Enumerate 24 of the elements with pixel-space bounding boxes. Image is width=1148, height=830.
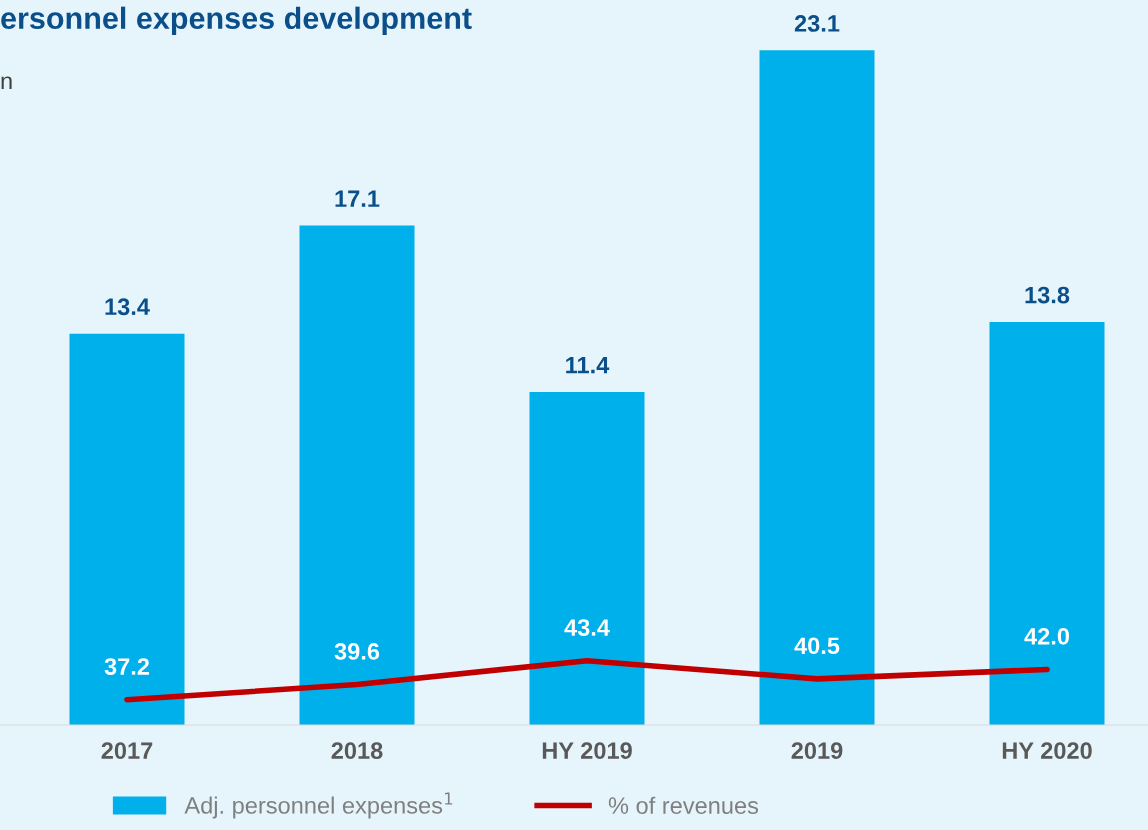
x-tick-label: HY 2019	[542, 742, 632, 760]
legend-label: Adj. personnel expenses$^{1}$	[184, 792, 453, 819]
annotation: n	[1, 76, 12, 90]
bar	[69, 333, 185, 725]
data-label: 39.6	[334, 643, 380, 660]
data-label: 43.4	[564, 619, 610, 636]
data-label: 40.5	[794, 637, 840, 655]
data-label: 23.1	[794, 15, 840, 32]
x-tick-label: 2019	[791, 742, 843, 760]
chart-title: ersonnel expenses development	[1, 6, 472, 36]
x-tick-label: 2018	[331, 742, 383, 760]
data-label: 13.8	[1025, 286, 1070, 304]
bar	[989, 321, 1105, 725]
data-label: 37.2	[104, 658, 150, 675]
data-label: 42.0	[1024, 627, 1070, 645]
data-label: 13.4	[105, 298, 150, 316]
bar	[299, 225, 415, 725]
data-label: 11.4	[566, 357, 610, 374]
legend-label: % of revenues	[608, 796, 759, 814]
x-tick-label: 2017	[101, 742, 153, 760]
x-tick-label: HY 2020	[1002, 742, 1092, 760]
bar	[759, 50, 875, 725]
data-label: 17.1	[335, 190, 380, 207]
bar	[529, 392, 645, 725]
